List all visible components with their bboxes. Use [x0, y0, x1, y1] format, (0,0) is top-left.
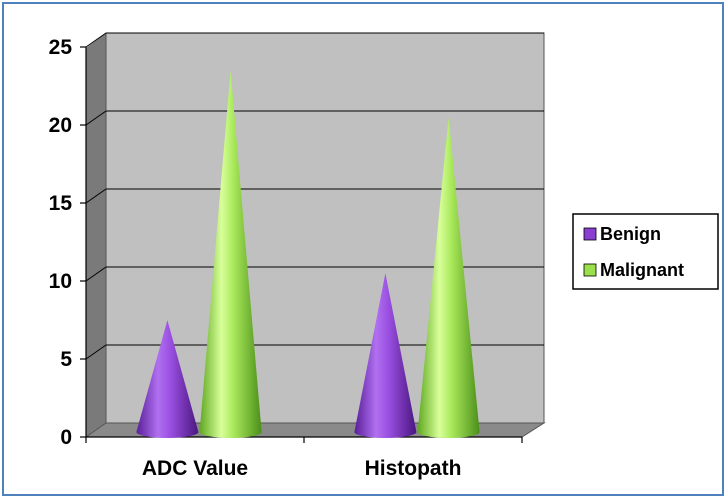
legend-swatch-malignant: [583, 263, 597, 277]
cone-body: [199, 70, 262, 438]
cone-malignant-0: [199, 70, 262, 438]
gridline-side: [85, 344, 107, 360]
cone-benign-1: [354, 273, 417, 438]
gridline-side: [85, 266, 107, 282]
y-tick-label: 5: [60, 348, 72, 371]
legend-label-benign: Benign: [600, 224, 661, 244]
y-tick-label: 25: [49, 36, 73, 59]
cone-benign-0: [136, 320, 199, 438]
y-tick-label: 15: [49, 192, 73, 215]
gridline-side: [85, 32, 107, 48]
y-tick-label: 0: [60, 426, 72, 449]
gridline-side: [85, 188, 107, 204]
cone-body: [136, 320, 199, 438]
y-tick-label: 20: [49, 114, 72, 137]
x-category-label: ADC Value: [142, 457, 248, 480]
legend: Benign Malignant: [572, 213, 719, 290]
cone-body: [417, 117, 480, 439]
y-tick-label: 10: [49, 270, 72, 293]
legend-swatch-benign: [583, 227, 597, 241]
side-wall: [86, 33, 106, 437]
x-category-label: Histopath: [365, 457, 462, 480]
legend-label-malignant: Malignant: [600, 260, 684, 280]
cone-malignant-1: [417, 117, 480, 439]
cone-body: [354, 273, 417, 438]
gridline-side: [85, 110, 107, 126]
